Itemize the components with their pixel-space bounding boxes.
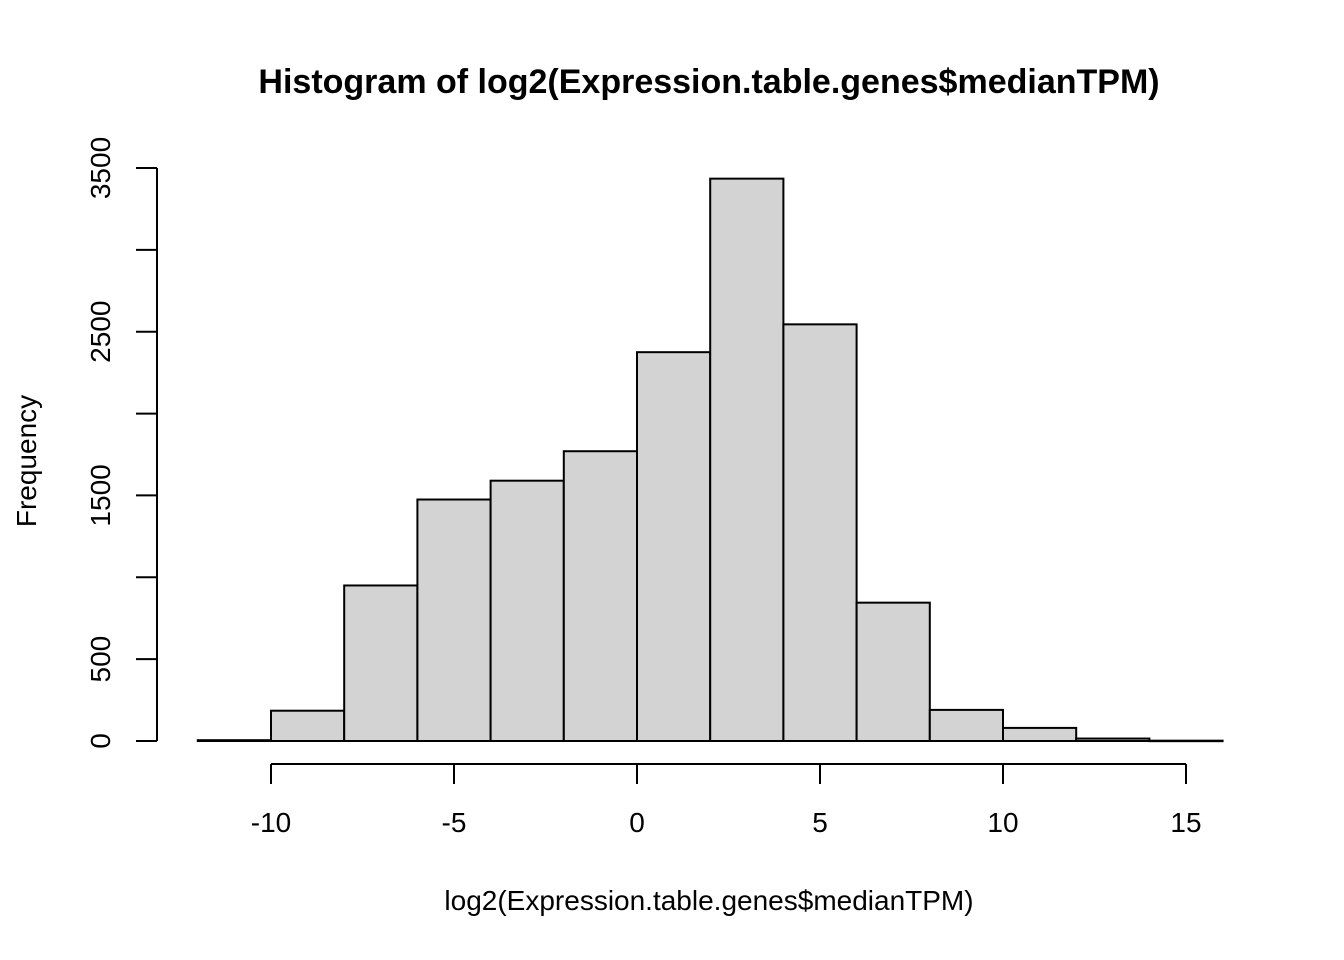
y-axis: 0 500 1500 2500 3500 (85, 137, 158, 749)
histogram-bar (709, 177, 785, 743)
x-axis: -10 -5 0 5 10 15 (251, 763, 1202, 838)
x-tick-label: -10 (251, 807, 291, 838)
bars-group (196, 177, 1224, 743)
y-tick-label: 500 (85, 636, 116, 683)
y-tick-label: 0 (85, 733, 116, 749)
histogram-bar (782, 323, 858, 742)
x-tick-label: -5 (442, 807, 467, 838)
histogram-bar (636, 351, 712, 742)
x-tick-label: 0 (629, 807, 645, 838)
histogram-bar (855, 601, 931, 743)
x-tick-label: 15 (1170, 807, 1201, 838)
x-axis-label: log2(Expression.table.genes$medianTPM) (444, 885, 973, 916)
chart-title: Histogram of log2(Expression.table.genes… (258, 63, 1159, 101)
histogram-bar (270, 709, 346, 742)
y-tick-label: 2500 (85, 301, 116, 363)
histogram-bar (343, 584, 419, 742)
histogram-bar (416, 498, 492, 742)
y-tick-label: 1500 (85, 464, 116, 526)
x-tick-label: 5 (812, 807, 828, 838)
x-tick-label: 10 (987, 807, 1018, 838)
histogram-bar (928, 708, 1004, 743)
y-tick-label: 3500 (85, 137, 116, 199)
histogram-bar (489, 479, 565, 742)
histogram-bar (1002, 726, 1078, 742)
y-axis-label: Frequency (11, 395, 42, 527)
histogram-bar (562, 450, 638, 742)
